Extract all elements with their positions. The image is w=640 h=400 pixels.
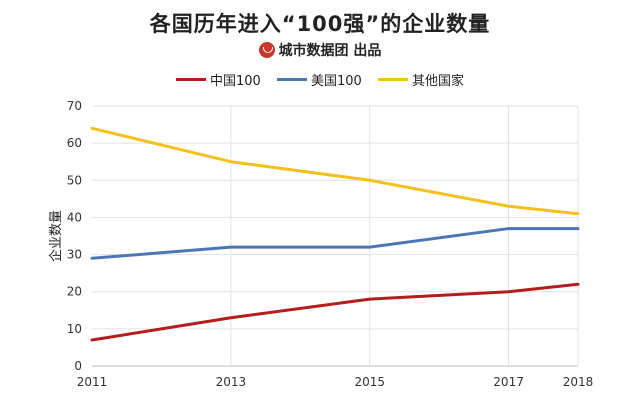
series-line-0 xyxy=(90,282,580,342)
legend-item-other: 其他国家 xyxy=(377,70,464,89)
y-tick-label: 40 xyxy=(67,210,82,224)
legend-label-other: 其他国家 xyxy=(411,74,464,89)
legend-swatch-china xyxy=(176,78,207,81)
city-data-logo-icon xyxy=(258,42,275,58)
x-tick-label: 2013 xyxy=(216,375,247,389)
y-tick-label: 60 xyxy=(67,136,82,150)
x-tick-label: 2011 xyxy=(77,375,108,389)
chart-legend: 中国100 美国100 其他国家 xyxy=(0,70,640,89)
y-tick-label: 30 xyxy=(67,248,82,262)
legend-label-china: 中国100 xyxy=(210,74,261,89)
y-tick-label: 20 xyxy=(67,285,82,299)
y-tick-label: 70 xyxy=(67,99,82,113)
source-credit: 城市数据团 出品 xyxy=(0,40,640,60)
legend-item-china: 中国100 xyxy=(176,70,261,89)
legend-swatch-other xyxy=(377,78,408,81)
legend-label-usa: 美国100 xyxy=(310,74,362,89)
y-tick-label: 0 xyxy=(74,359,82,373)
y-tick-label: 50 xyxy=(67,173,82,187)
legend-item-usa: 美国100 xyxy=(276,70,362,89)
series-line-1 xyxy=(90,227,580,260)
x-tick-label: 2015 xyxy=(354,375,385,389)
series-line-2 xyxy=(90,126,580,216)
source-label: 城市数据团 出品 xyxy=(278,43,382,59)
x-tick-label: 2018 xyxy=(563,375,594,389)
legend-swatch-usa xyxy=(276,78,307,81)
x-tick-label: 2017 xyxy=(493,375,524,389)
chart-title: 各国历年进入“100强”的企业数量 xyxy=(149,12,491,36)
y-axis-label: 企业数量 xyxy=(48,210,64,262)
y-tick-label: 10 xyxy=(67,322,82,336)
